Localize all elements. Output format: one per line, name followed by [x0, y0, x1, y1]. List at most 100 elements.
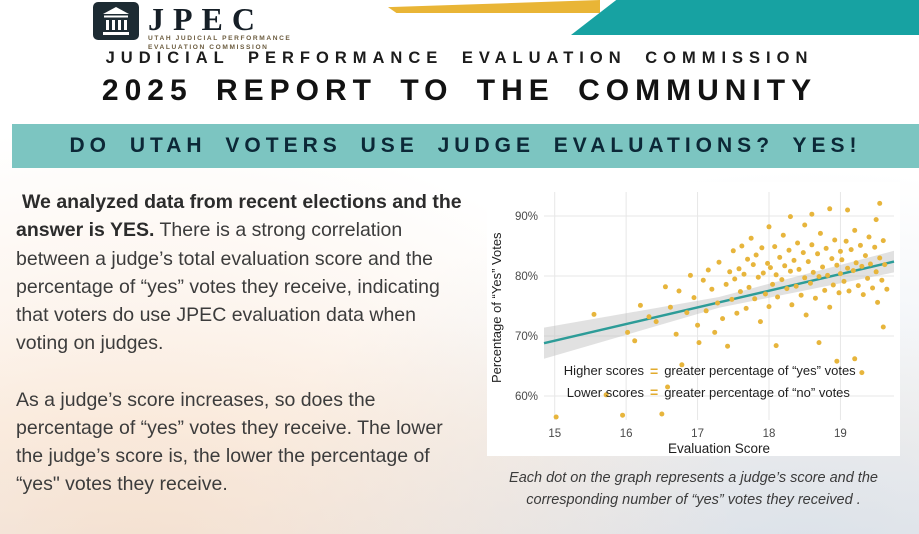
scatter-point	[802, 222, 808, 228]
scatter-point	[809, 242, 815, 248]
scatter-point	[727, 269, 733, 275]
scatter-point	[591, 311, 597, 317]
scatter-point	[603, 392, 609, 398]
legend-lower-text: greater percentage of “no” votes	[664, 385, 850, 401]
scatter-point	[791, 257, 797, 263]
scatter-point	[805, 259, 811, 265]
scatter-point	[859, 370, 865, 376]
scatter-point	[673, 331, 679, 337]
scatter-point	[817, 230, 823, 236]
scatter-point	[853, 260, 859, 266]
scatter-point	[786, 247, 792, 253]
scatter-point	[730, 248, 736, 254]
scatter-point	[753, 252, 759, 258]
scatter-point	[823, 245, 829, 251]
scatter-point	[877, 255, 883, 261]
scatter-point	[857, 242, 863, 248]
scatter-point	[646, 314, 652, 320]
scatter-point	[789, 302, 795, 308]
scatter-point	[759, 245, 765, 251]
scatter-point	[816, 340, 822, 346]
legend-row-higher: Higher scores = greater percentage of “y…	[550, 361, 856, 383]
scatter-point	[866, 234, 872, 240]
scatter-point	[625, 329, 631, 335]
scatter-point	[703, 308, 709, 314]
paragraph-1-lead: We analyzed data from recent elections a…	[16, 191, 462, 242]
scatter-point	[882, 262, 888, 268]
scatter-point	[837, 271, 843, 277]
logo-subtitle-line1: UTAH JUDICIAL PERFORMANCE	[148, 35, 292, 42]
scatter-point	[810, 269, 816, 275]
scatter-point	[812, 295, 818, 301]
scatter-point	[780, 232, 786, 238]
scatter-point	[846, 288, 852, 294]
scatter-point	[709, 286, 715, 292]
scatter-point	[807, 280, 813, 286]
scatter-point	[779, 277, 785, 283]
org-name-heading: JUDICIAL PERFORMANCE EVALUATION COMMISSI…	[105, 49, 814, 67]
question-banner: DO UTAH VOTERS USE JUDGE EVALUATIONS? YE…	[12, 124, 919, 168]
scatter-point	[848, 247, 854, 253]
scatter-point	[716, 259, 722, 265]
scatter-point	[787, 214, 793, 220]
equals-icon: =	[650, 384, 659, 401]
legend-higher-label: Higher scores	[563, 363, 644, 379]
scatter-point	[834, 262, 840, 268]
scatter-point	[798, 292, 804, 298]
scatter-point	[837, 248, 843, 254]
scatter-point	[720, 316, 726, 322]
scatter-point	[741, 271, 747, 277]
x-tick-label: 18	[763, 428, 776, 440]
scatter-point	[665, 384, 671, 390]
scatter-point	[739, 243, 745, 249]
scatter-point	[839, 257, 845, 263]
scatter-point	[679, 362, 685, 368]
scatter-point	[816, 274, 822, 280]
chart-legend: Higher scores = greater percentage of “y…	[550, 361, 856, 404]
scatter-point	[836, 290, 842, 296]
decorative-gold-stripe	[388, 0, 600, 13]
scatter-point	[765, 260, 771, 266]
scatter-point	[766, 224, 772, 230]
paragraph-1-rest: There is a strong correlation between a …	[16, 219, 440, 355]
scatter-point	[784, 286, 790, 292]
legend-higher-text: greater percentage of “yes” votes	[664, 363, 856, 379]
scatter-point	[880, 324, 886, 330]
scatter-point	[553, 414, 559, 420]
x-tick-label: 17	[691, 428, 704, 440]
scatter-point	[736, 266, 742, 272]
scatter-point	[873, 269, 879, 275]
y-tick-label: 60%	[515, 391, 538, 403]
scatter-point	[852, 356, 858, 362]
y-tick-label: 90%	[515, 211, 538, 223]
scatter-chart: 60% 70% 80% 90% 15 16 17 18 19	[504, 186, 900, 444]
scatter-point	[767, 265, 773, 271]
scatter-point	[696, 340, 702, 346]
legend-lower-label: Lower scores	[566, 385, 644, 401]
scatter-point	[870, 285, 876, 291]
scatter-point	[829, 256, 835, 262]
scatter-point	[687, 272, 693, 278]
scatter-point	[820, 264, 826, 270]
scatter-point	[775, 294, 781, 300]
scatter-point	[879, 277, 885, 283]
scatter-point	[755, 274, 761, 280]
scatter-point	[834, 358, 840, 364]
decorative-teal-stripe	[571, 0, 919, 35]
scatter-point	[850, 268, 856, 274]
scatter-point	[832, 237, 838, 243]
scatter-point	[700, 277, 706, 283]
scatter-point	[852, 227, 858, 233]
equals-icon: =	[650, 362, 659, 379]
scatter-point	[695, 322, 701, 328]
x-axis-label: Evaluation Score	[667, 441, 771, 456]
content-area: We analyzed data from recent elections a…	[0, 176, 919, 534]
chart-caption: Each dot on the graph represents a judge…	[509, 470, 878, 508]
scatter-point	[795, 240, 801, 246]
scatter-point	[684, 310, 690, 316]
scatter-point	[760, 270, 766, 276]
scatter-chart-panel: Percentage of “Yes” Votes 60% 70% 80% 90% 15…	[487, 182, 900, 456]
y-tick-label: 70%	[515, 331, 538, 343]
scatter-point	[737, 289, 743, 295]
